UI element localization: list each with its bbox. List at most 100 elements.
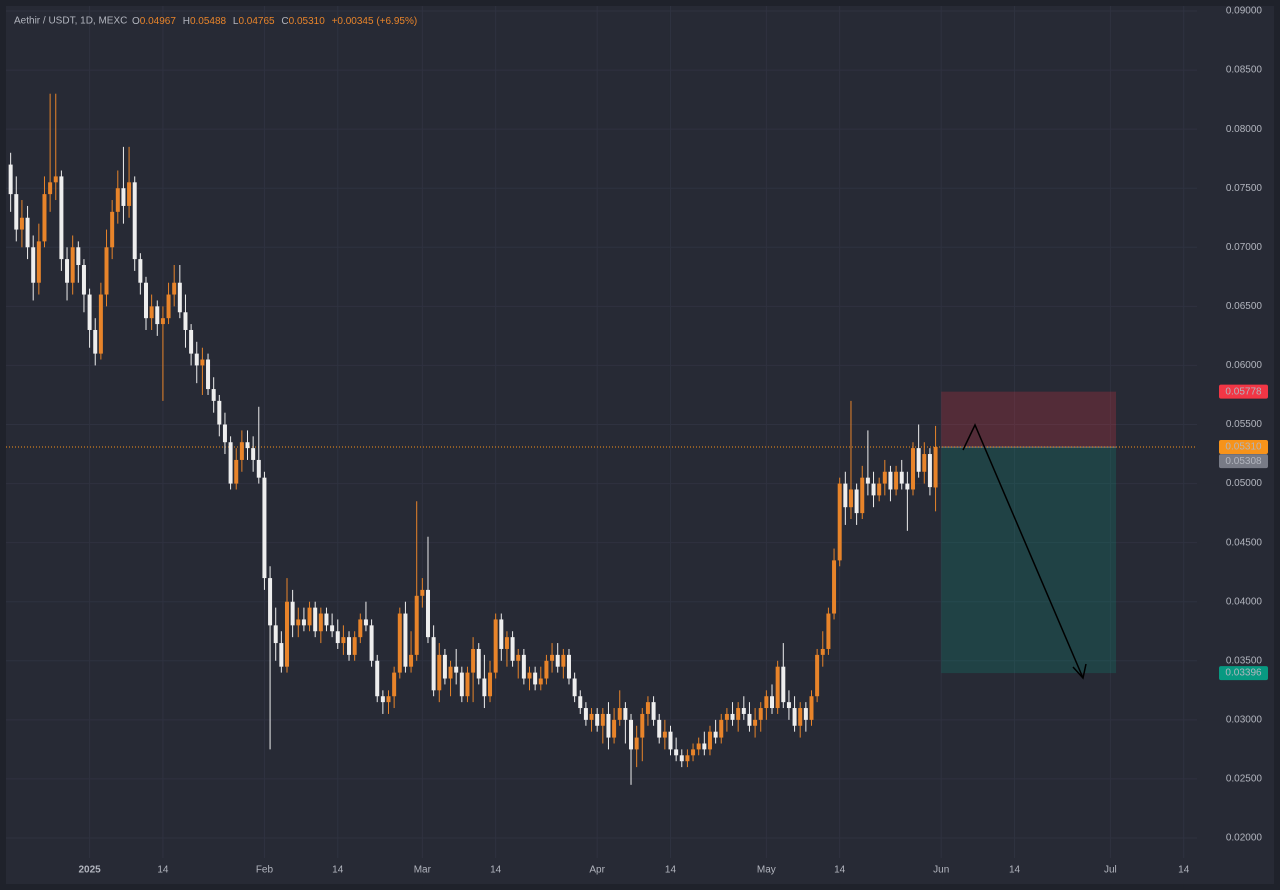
candle-body	[843, 483, 848, 508]
candle-body	[911, 448, 916, 490]
candle-body	[561, 654, 566, 667]
candle-body	[177, 282, 182, 313]
candle-body	[837, 483, 842, 561]
candle-body	[19, 217, 24, 230]
candle-body	[290, 601, 295, 626]
candle-body	[617, 708, 622, 720]
candle-body	[53, 176, 58, 183]
candle-body	[442, 654, 447, 679]
candle-body	[352, 637, 357, 655]
grid	[6, 6, 1197, 858]
y-tick-label: 0.09000	[1226, 6, 1263, 17]
candle-body	[8, 164, 13, 195]
candle-body	[206, 359, 211, 390]
candle-body	[358, 619, 363, 638]
candle-body	[510, 637, 515, 661]
candle-body	[172, 282, 177, 295]
candle-body	[397, 613, 402, 673]
x-tick-label: Jul	[1104, 865, 1117, 876]
price-tag	[1219, 666, 1268, 681]
x-tick-label: 14	[665, 865, 677, 876]
price-tag	[1219, 439, 1268, 454]
candle-body	[696, 743, 701, 750]
candle-body	[239, 442, 244, 460]
candle-body	[262, 477, 267, 579]
x-tick-label: Apr	[589, 865, 605, 876]
candle-body	[922, 454, 927, 472]
candle-body	[437, 654, 442, 691]
y-tick-label: 0.05500	[1226, 419, 1263, 430]
candle-body	[307, 607, 312, 626]
high: 0.05488	[190, 16, 227, 27]
candle-body	[583, 708, 588, 720]
candle-body	[803, 708, 808, 720]
symbol: Aethir / USDT, 1D, MEXC	[14, 16, 127, 27]
candle-body	[392, 672, 397, 697]
candle-body	[25, 217, 30, 248]
y-tick-label: 0.08500	[1226, 65, 1263, 76]
candle-body	[268, 578, 273, 626]
candle-body	[160, 318, 165, 325]
candle-body	[409, 654, 414, 667]
price-tag	[1219, 384, 1268, 399]
candle-body	[888, 471, 893, 490]
y-tick-label: 0.07000	[1226, 242, 1263, 253]
low: 0.04765	[238, 16, 275, 27]
candle-body	[335, 631, 340, 644]
candle-body	[916, 448, 921, 472]
candle-body	[679, 755, 684, 762]
x-tick-label: Jun	[933, 865, 949, 876]
candle-body	[81, 265, 86, 295]
candle-body	[70, 247, 75, 283]
candle-body	[217, 400, 222, 425]
candle-body	[521, 654, 526, 679]
candle-body	[674, 749, 679, 756]
stop-zone	[941, 391, 1117, 448]
candle-body	[882, 471, 887, 484]
candle-body	[781, 666, 786, 703]
candle-body	[724, 713, 729, 720]
candle-body	[504, 637, 509, 649]
candle-body	[318, 613, 323, 632]
candle-body	[166, 294, 171, 319]
candle-body	[115, 188, 120, 212]
candle-body	[691, 749, 696, 756]
candle-body	[211, 389, 216, 401]
x-tick-label: Mar	[414, 865, 432, 876]
candle-body	[707, 731, 712, 750]
y-tick-label: 0.03000	[1226, 714, 1263, 725]
candle-body	[623, 708, 628, 720]
candle-body	[14, 194, 19, 230]
y-tick-label: 0.04500	[1226, 537, 1263, 548]
candle-body	[234, 459, 239, 484]
candle-body	[758, 708, 763, 720]
candle-body	[48, 182, 53, 195]
candle-body	[330, 625, 335, 632]
candle-body	[65, 259, 70, 283]
candle-body	[595, 713, 600, 726]
candle-body	[284, 601, 289, 667]
candle-body	[702, 743, 707, 750]
candle-body	[36, 241, 41, 283]
candle-body	[149, 306, 154, 319]
candle-body	[798, 708, 803, 726]
candle-body	[256, 459, 261, 478]
candle-body	[775, 666, 780, 709]
candle-body	[877, 483, 882, 496]
y-tick-label: 0.06000	[1226, 360, 1263, 371]
x-tick-label: 14	[834, 865, 846, 876]
candle-body	[719, 719, 724, 738]
axes: 0.02000 0.02500 0.03000 0.03500 0.04000 0.045…	[78, 6, 1268, 876]
candle-body	[42, 194, 47, 242]
candle-body	[516, 654, 521, 661]
candle-body	[899, 471, 904, 484]
candle-body	[471, 648, 476, 673]
candle-body	[894, 471, 899, 490]
candle-body	[600, 713, 605, 726]
close: 0.05310	[289, 16, 326, 27]
position-tool	[6, 391, 1197, 674]
candle-body	[313, 607, 318, 632]
candle-body	[499, 619, 504, 649]
candle-body	[189, 329, 194, 354]
candle-body	[380, 696, 385, 703]
